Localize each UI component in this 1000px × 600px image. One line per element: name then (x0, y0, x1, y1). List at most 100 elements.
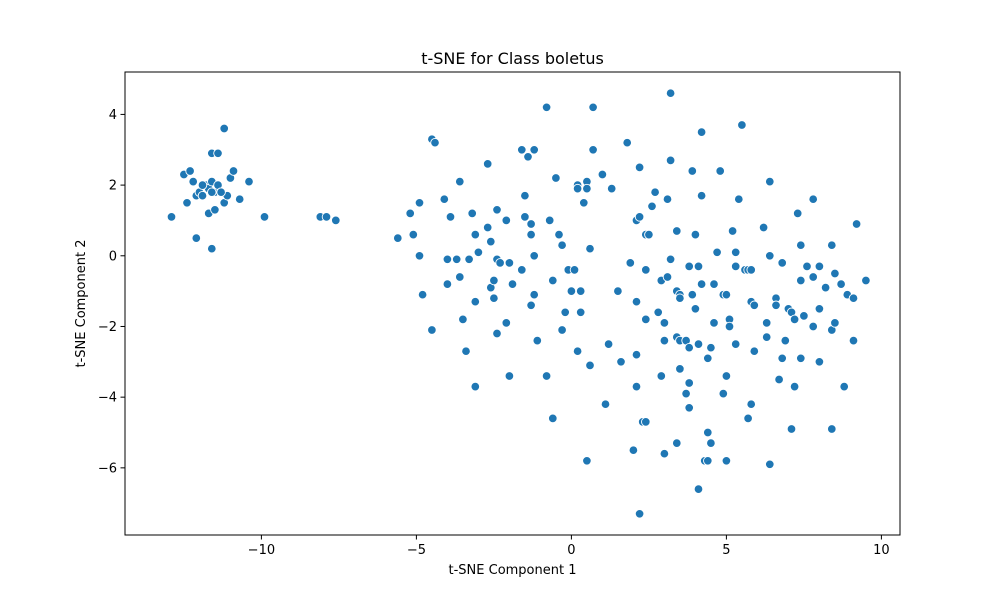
data-point (706, 438, 716, 448)
data-point (681, 388, 691, 399)
data-point (665, 155, 676, 166)
data-point (207, 187, 217, 197)
data-point (672, 438, 682, 448)
data-point (789, 314, 800, 325)
data-point (532, 335, 543, 346)
data-point (622, 137, 632, 148)
data-point (541, 371, 552, 381)
data-point (210, 205, 220, 215)
data-point (482, 159, 493, 169)
x-axis-label: t-SNE Component 1 (449, 563, 577, 578)
data-point (743, 413, 753, 424)
data-point (693, 339, 704, 349)
data-point (560, 307, 570, 318)
data-point (414, 251, 425, 261)
data-point (467, 208, 477, 219)
data-point (597, 169, 608, 180)
data-point (830, 318, 840, 328)
data-point (197, 180, 208, 190)
data-point (566, 286, 577, 296)
data-point (430, 137, 440, 148)
data-point (693, 484, 704, 494)
data-point (442, 254, 453, 265)
x-tick-label: 0 (567, 543, 575, 558)
data-point (600, 399, 611, 409)
data-point (606, 183, 617, 194)
x-tick-label: −10 (248, 543, 275, 558)
data-point (572, 346, 583, 356)
data-point (796, 240, 806, 250)
data-point (628, 445, 639, 455)
data-point (551, 173, 561, 183)
data-point (656, 371, 667, 381)
data-point (641, 265, 651, 275)
data-point (520, 190, 530, 201)
data-point (526, 219, 536, 229)
data-point (696, 279, 707, 289)
data-point (572, 183, 583, 194)
data-point (721, 289, 732, 300)
data-point (393, 233, 403, 243)
data-point (548, 275, 558, 286)
data-point (417, 289, 428, 300)
data-point (749, 300, 760, 311)
data-point (659, 448, 670, 459)
data-point (544, 215, 555, 226)
data-point (575, 307, 586, 318)
data-point (703, 353, 713, 364)
data-point (820, 282, 831, 293)
y-tick-label: 4 (109, 108, 117, 123)
data-point (470, 229, 481, 240)
data-point (709, 279, 719, 289)
data-point (861, 275, 871, 286)
data-point (207, 243, 217, 254)
data-point (718, 388, 729, 399)
data-point (451, 254, 462, 265)
data-point (575, 286, 586, 296)
data-point (455, 176, 465, 187)
data-point (504, 371, 515, 381)
data-point (712, 247, 722, 258)
data-point (526, 300, 536, 311)
data-point (659, 318, 670, 328)
data-point (228, 166, 239, 176)
data-point (848, 293, 859, 303)
data-point (839, 381, 849, 392)
chart-title: t-SNE for Class boletus (421, 49, 604, 68)
data-point (761, 318, 772, 328)
data-point (588, 102, 598, 113)
x-axis-ticks: −10 −5 0 5 10 (248, 535, 890, 558)
data-point (684, 342, 694, 353)
data-point (690, 304, 701, 314)
data-point (585, 360, 595, 371)
y-tick-label: −2 (98, 320, 117, 335)
data-point (765, 176, 775, 187)
data-point (792, 208, 803, 219)
data-point (213, 148, 223, 159)
data-point (244, 176, 254, 187)
data-point (631, 296, 642, 307)
y-tick-label: 2 (109, 179, 117, 194)
data-point (780, 335, 791, 346)
data-point (585, 243, 595, 254)
data-point (734, 194, 744, 204)
data-point (758, 222, 769, 233)
data-point (814, 304, 825, 314)
data-point (765, 459, 775, 470)
data-point (814, 261, 825, 272)
data-point (721, 456, 732, 466)
y-tick-label: −4 (98, 391, 117, 406)
data-point (709, 318, 719, 328)
data-point (684, 403, 694, 413)
data-point (724, 321, 735, 332)
data-point (557, 325, 567, 335)
data-point (455, 272, 465, 282)
data-point (693, 261, 704, 272)
data-point (482, 222, 493, 233)
data-point (219, 123, 229, 134)
data-point (554, 229, 564, 240)
data-point (690, 229, 701, 240)
data-point (827, 424, 837, 434)
data-point (827, 240, 837, 250)
data-point (523, 152, 533, 162)
